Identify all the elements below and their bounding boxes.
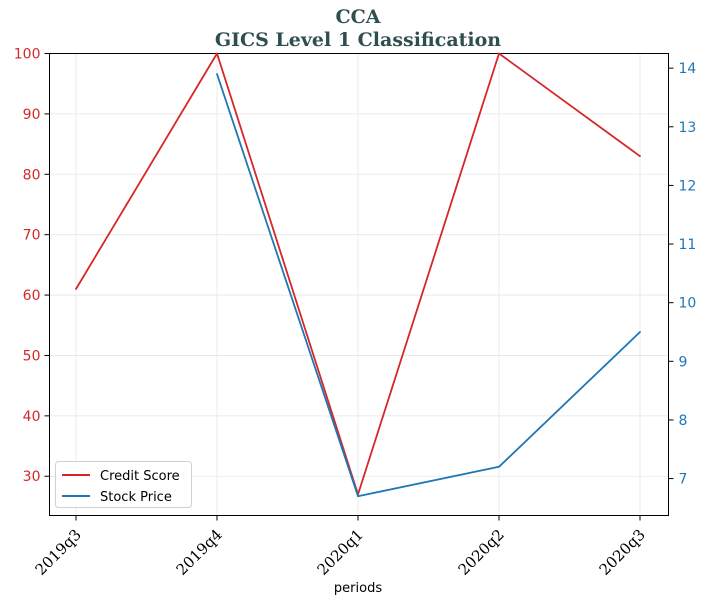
x-tick-label: 2020q1 [314, 526, 367, 579]
right-tick-label: 14 [679, 61, 697, 77]
legend: Credit Score Stock Price [55, 461, 192, 508]
data-point-stock-price [357, 495, 359, 498]
left-tick-label: 50 [23, 348, 41, 364]
chart-subtitle: GICS Level 1 Classification [215, 29, 501, 51]
left-tick-label: 40 [23, 409, 41, 425]
plot-area [49, 53, 669, 516]
x-tick-label: 2019q4 [173, 526, 226, 579]
x-axis-label: periods [334, 581, 382, 596]
series-layer [75, 52, 641, 498]
right-tick-label: 9 [679, 354, 688, 370]
legend-label-credit-score: Credit Score [100, 469, 180, 484]
grid [49, 53, 669, 516]
data-point-credit-score [216, 52, 218, 55]
right-tick-label: 12 [679, 178, 697, 194]
left-tick-label: 70 [23, 228, 41, 244]
data-point-credit-score [75, 288, 77, 290]
left-tick-label: 80 [23, 167, 41, 183]
right-tick-label: 13 [679, 120, 697, 136]
right-tick-label: 11 [679, 237, 697, 253]
left-tick-label: 100 [14, 47, 41, 63]
data-point-stock-price [639, 331, 641, 333]
right-tick-label: 8 [679, 413, 688, 429]
x-tick-label: 2020q2 [455, 526, 508, 579]
right-axis: 7 8 9 10 11 12 13 14 [668, 61, 697, 488]
x-tick-label: 2020q3 [596, 526, 649, 579]
data-point-stock-price [498, 465, 500, 468]
data-point-stock-price [216, 73, 218, 75]
left-tick-label: 90 [23, 107, 41, 123]
x-tick-label: 2019q3 [32, 526, 85, 579]
data-point-credit-score [639, 155, 641, 158]
series-line-stock-price [216, 73, 641, 498]
left-axis: 30 40 50 60 70 80 90 100 [14, 47, 50, 485]
x-axis: 2019q3 2019q4 2020q1 2020q2 2020q3 [32, 515, 649, 579]
data-point-credit-score [498, 52, 500, 55]
legend-label-stock-price: Stock Price [100, 490, 172, 505]
left-tick-label: 60 [23, 288, 41, 304]
right-tick-label: 7 [679, 472, 688, 488]
right-tick-label: 10 [679, 296, 697, 312]
left-tick-label: 30 [23, 469, 41, 485]
chart-title: CCA [336, 6, 381, 28]
